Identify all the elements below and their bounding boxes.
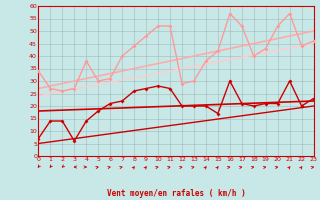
Text: Vent moyen/en rafales ( km/h ): Vent moyen/en rafales ( km/h )	[107, 189, 245, 198]
